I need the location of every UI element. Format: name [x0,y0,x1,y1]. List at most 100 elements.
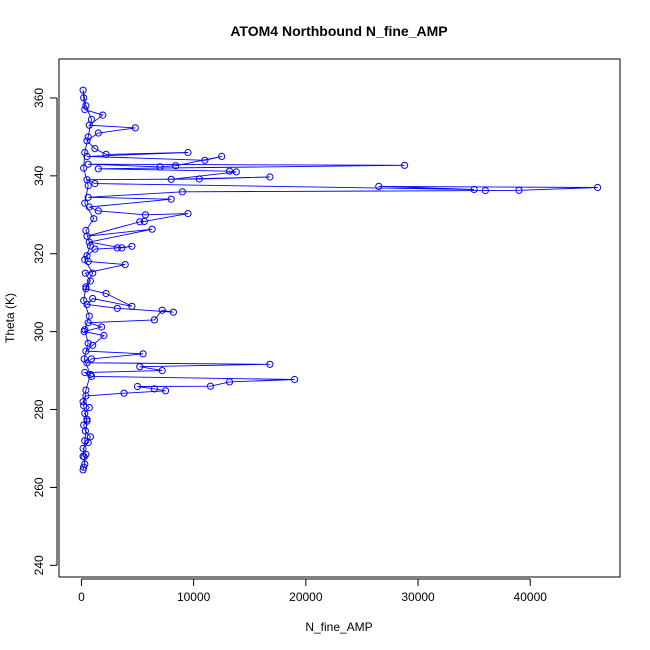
data-point [84,182,92,190]
data-point [81,437,89,445]
data-point [86,433,95,441]
data-point [172,162,180,170]
data-point [86,370,95,379]
data-point [80,164,88,172]
data-point [102,289,110,298]
data-point [84,133,92,141]
data-point [118,244,126,252]
data-point [99,111,107,119]
data-point [201,156,209,164]
data-point [83,152,91,160]
data-point [100,331,108,340]
plot-area-frame [58,58,621,578]
y-tick-label: 260 [32,477,46,497]
data-point [136,218,144,226]
x-tick-label: 40000 [514,590,548,604]
data-point [84,319,92,327]
data-point [82,226,90,234]
data-point [89,269,97,277]
data-point [206,382,215,390]
data-point [83,417,91,425]
data-point [594,183,602,192]
data-point [82,283,90,291]
x-tick-label: 30000 [401,590,435,604]
data-point [79,86,87,94]
data-point [94,207,102,215]
x-tick-label: 20000 [289,590,323,604]
data-point [133,382,142,391]
data-point [81,269,90,277]
data-point [85,203,93,211]
data-point [90,215,98,223]
data-point [120,389,128,397]
data-point [80,94,88,102]
data-point [148,225,156,233]
data-point [128,242,136,250]
data-point [150,385,158,393]
data-point [156,163,164,171]
y-axis: 240 260 280 300 320 340 360 [32,88,58,575]
y-tick-label: 340 [32,166,46,186]
data-point [98,323,106,331]
data-point [80,402,88,410]
data-point [80,463,88,471]
data-point [84,339,92,347]
data-point [169,308,177,316]
data-point [94,165,102,173]
data-point [81,409,89,417]
data-point [470,185,478,194]
data-point [82,285,90,293]
data-point [79,444,87,453]
data-point [82,347,90,355]
data-point [167,195,175,203]
data-point [113,244,121,252]
x-axis-label: N_fine_AMP [305,620,372,634]
data-point [140,217,148,225]
data-point [128,302,136,310]
data-point [225,167,234,175]
data-point [178,188,186,196]
data-point [84,193,92,201]
y-tick-label: 240 [32,555,46,575]
data-point [195,175,203,183]
data-point [85,312,93,320]
data-point [80,355,88,363]
data-point [218,152,226,160]
data-point [158,367,166,375]
data-point [266,173,274,181]
data-point [89,341,97,349]
data-point [81,106,89,114]
y-tick-label: 280 [32,399,46,419]
data-point [184,210,192,218]
data-point [162,387,170,395]
data-point [481,187,489,195]
data-point [121,261,129,269]
data-point [84,160,92,168]
y-tick-label: 320 [32,243,46,263]
x-tick-label: 0 [78,590,85,604]
series-layer [79,86,602,474]
data-point [81,326,89,334]
data-point [131,124,139,132]
data-point [81,256,89,264]
data-point [167,175,175,183]
data-point [266,360,274,368]
data-point [82,386,90,394]
data-point [87,355,96,363]
data-point [80,296,88,305]
chart-title: ATOM4 Northbound N_fine_AMP [230,23,447,39]
data-point [85,238,93,246]
y-axis-label: Theta (K) [3,293,17,343]
x-tick-label: 10000 [177,590,211,604]
data-point [81,199,89,207]
data-point [291,375,299,384]
data-point [184,148,192,157]
data-point [141,211,149,219]
data-point [82,102,90,110]
data-point [87,115,96,124]
x-axis: 0 10000 20000 30000 40000 [78,578,548,604]
data-point [91,145,99,153]
data-point [150,316,158,324]
data-point [89,294,97,303]
